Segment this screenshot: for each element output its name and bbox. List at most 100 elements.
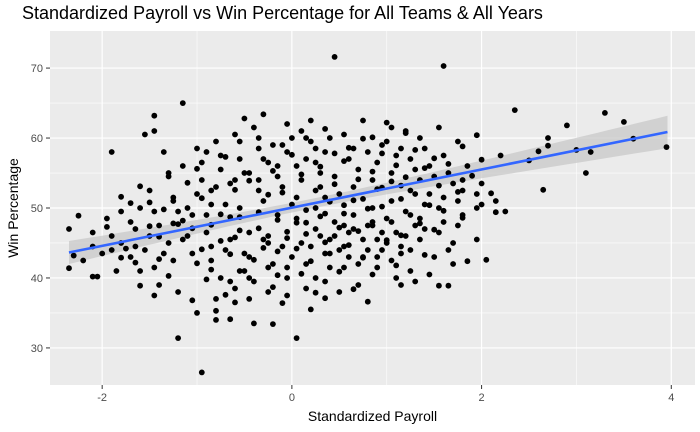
- data-point: [421, 226, 428, 232]
- data-point: [241, 115, 248, 122]
- data-points: [66, 54, 670, 376]
- data-point: [227, 251, 234, 258]
- data-point: [455, 138, 461, 145]
- data-point: [412, 147, 419, 153]
- data-point: [236, 138, 243, 145]
- data-point: [127, 200, 134, 207]
- data-point: [379, 247, 385, 253]
- data-point: [246, 229, 253, 236]
- data-point: [270, 261, 276, 267]
- data-point: [350, 212, 357, 218]
- data-point: [270, 142, 276, 148]
- data-point: [232, 299, 238, 306]
- data-point: [289, 151, 295, 158]
- data-point: [369, 271, 376, 278]
- data-point: [360, 117, 366, 124]
- x-axis-title: Standardized Payroll: [308, 408, 437, 424]
- data-point: [312, 275, 319, 281]
- data-point: [241, 170, 248, 176]
- data-point: [331, 150, 338, 157]
- data-point: [502, 208, 509, 215]
- data-point: [265, 240, 272, 246]
- data-point: [118, 208, 124, 215]
- data-point: [99, 250, 106, 257]
- data-point: [165, 240, 172, 246]
- data-point: [208, 257, 215, 264]
- data-point: [236, 227, 243, 234]
- data-point: [189, 250, 196, 257]
- data-point: [137, 205, 144, 211]
- data-point: [307, 117, 314, 124]
- data-point: [232, 234, 238, 241]
- y-tick-label: 70: [31, 63, 43, 75]
- data-point: [113, 268, 120, 274]
- data-point: [407, 156, 414, 162]
- data-point: [336, 289, 343, 295]
- data-point: [473, 205, 480, 211]
- data-point: [398, 145, 404, 152]
- data-point: [232, 177, 238, 183]
- data-point: [213, 307, 219, 314]
- data-point: [137, 183, 144, 190]
- data-point: [137, 268, 144, 274]
- data-point: [341, 264, 347, 271]
- data-point: [326, 264, 333, 271]
- data-point: [289, 135, 295, 141]
- data-point: [123, 245, 129, 252]
- data-point: [331, 173, 338, 180]
- data-point: [265, 264, 272, 271]
- data-point: [236, 268, 243, 274]
- data-point: [336, 247, 343, 253]
- data-point: [407, 247, 414, 253]
- data-point: [412, 191, 419, 197]
- data-point: [402, 233, 409, 239]
- data-point: [189, 297, 196, 304]
- data-point: [663, 144, 670, 151]
- data-point: [436, 124, 442, 131]
- data-point: [260, 156, 267, 162]
- data-point: [312, 187, 319, 194]
- data-point: [175, 289, 182, 295]
- data-point: [317, 170, 324, 176]
- data-point: [478, 180, 485, 187]
- data-point: [232, 186, 238, 193]
- data-point: [417, 220, 423, 227]
- data-point: [331, 181, 338, 188]
- data-point: [312, 226, 319, 232]
- x-axis-ticks: -2 0 2 4: [97, 385, 674, 404]
- data-point: [222, 201, 229, 208]
- data-point: [94, 273, 101, 280]
- data-point: [412, 166, 419, 173]
- data-point: [492, 209, 499, 216]
- data-point: [473, 236, 480, 243]
- data-point: [246, 170, 253, 176]
- data-point: [322, 239, 328, 246]
- data-point: [383, 240, 390, 246]
- data-point: [488, 190, 494, 197]
- data-point: [459, 187, 466, 194]
- data-point: [255, 187, 262, 194]
- data-point: [108, 233, 115, 239]
- data-point: [156, 256, 163, 262]
- data-point: [587, 149, 594, 155]
- data-point: [440, 152, 447, 159]
- data-point: [179, 217, 186, 224]
- data-point: [66, 265, 72, 272]
- data-point: [89, 273, 96, 280]
- data-point: [445, 247, 452, 253]
- data-point: [298, 270, 305, 277]
- data-point: [279, 243, 286, 250]
- data-point: [222, 247, 229, 253]
- data-point: [303, 156, 309, 162]
- data-point: [293, 215, 300, 222]
- data-point: [293, 194, 300, 201]
- data-point: [241, 268, 248, 274]
- data-point: [350, 145, 357, 152]
- confidence-band: [69, 115, 668, 264]
- data-point: [379, 203, 385, 210]
- data-point: [426, 191, 433, 197]
- data-point: [350, 286, 357, 293]
- data-point: [393, 275, 400, 281]
- data-point: [345, 254, 352, 260]
- data-point: [388, 198, 395, 204]
